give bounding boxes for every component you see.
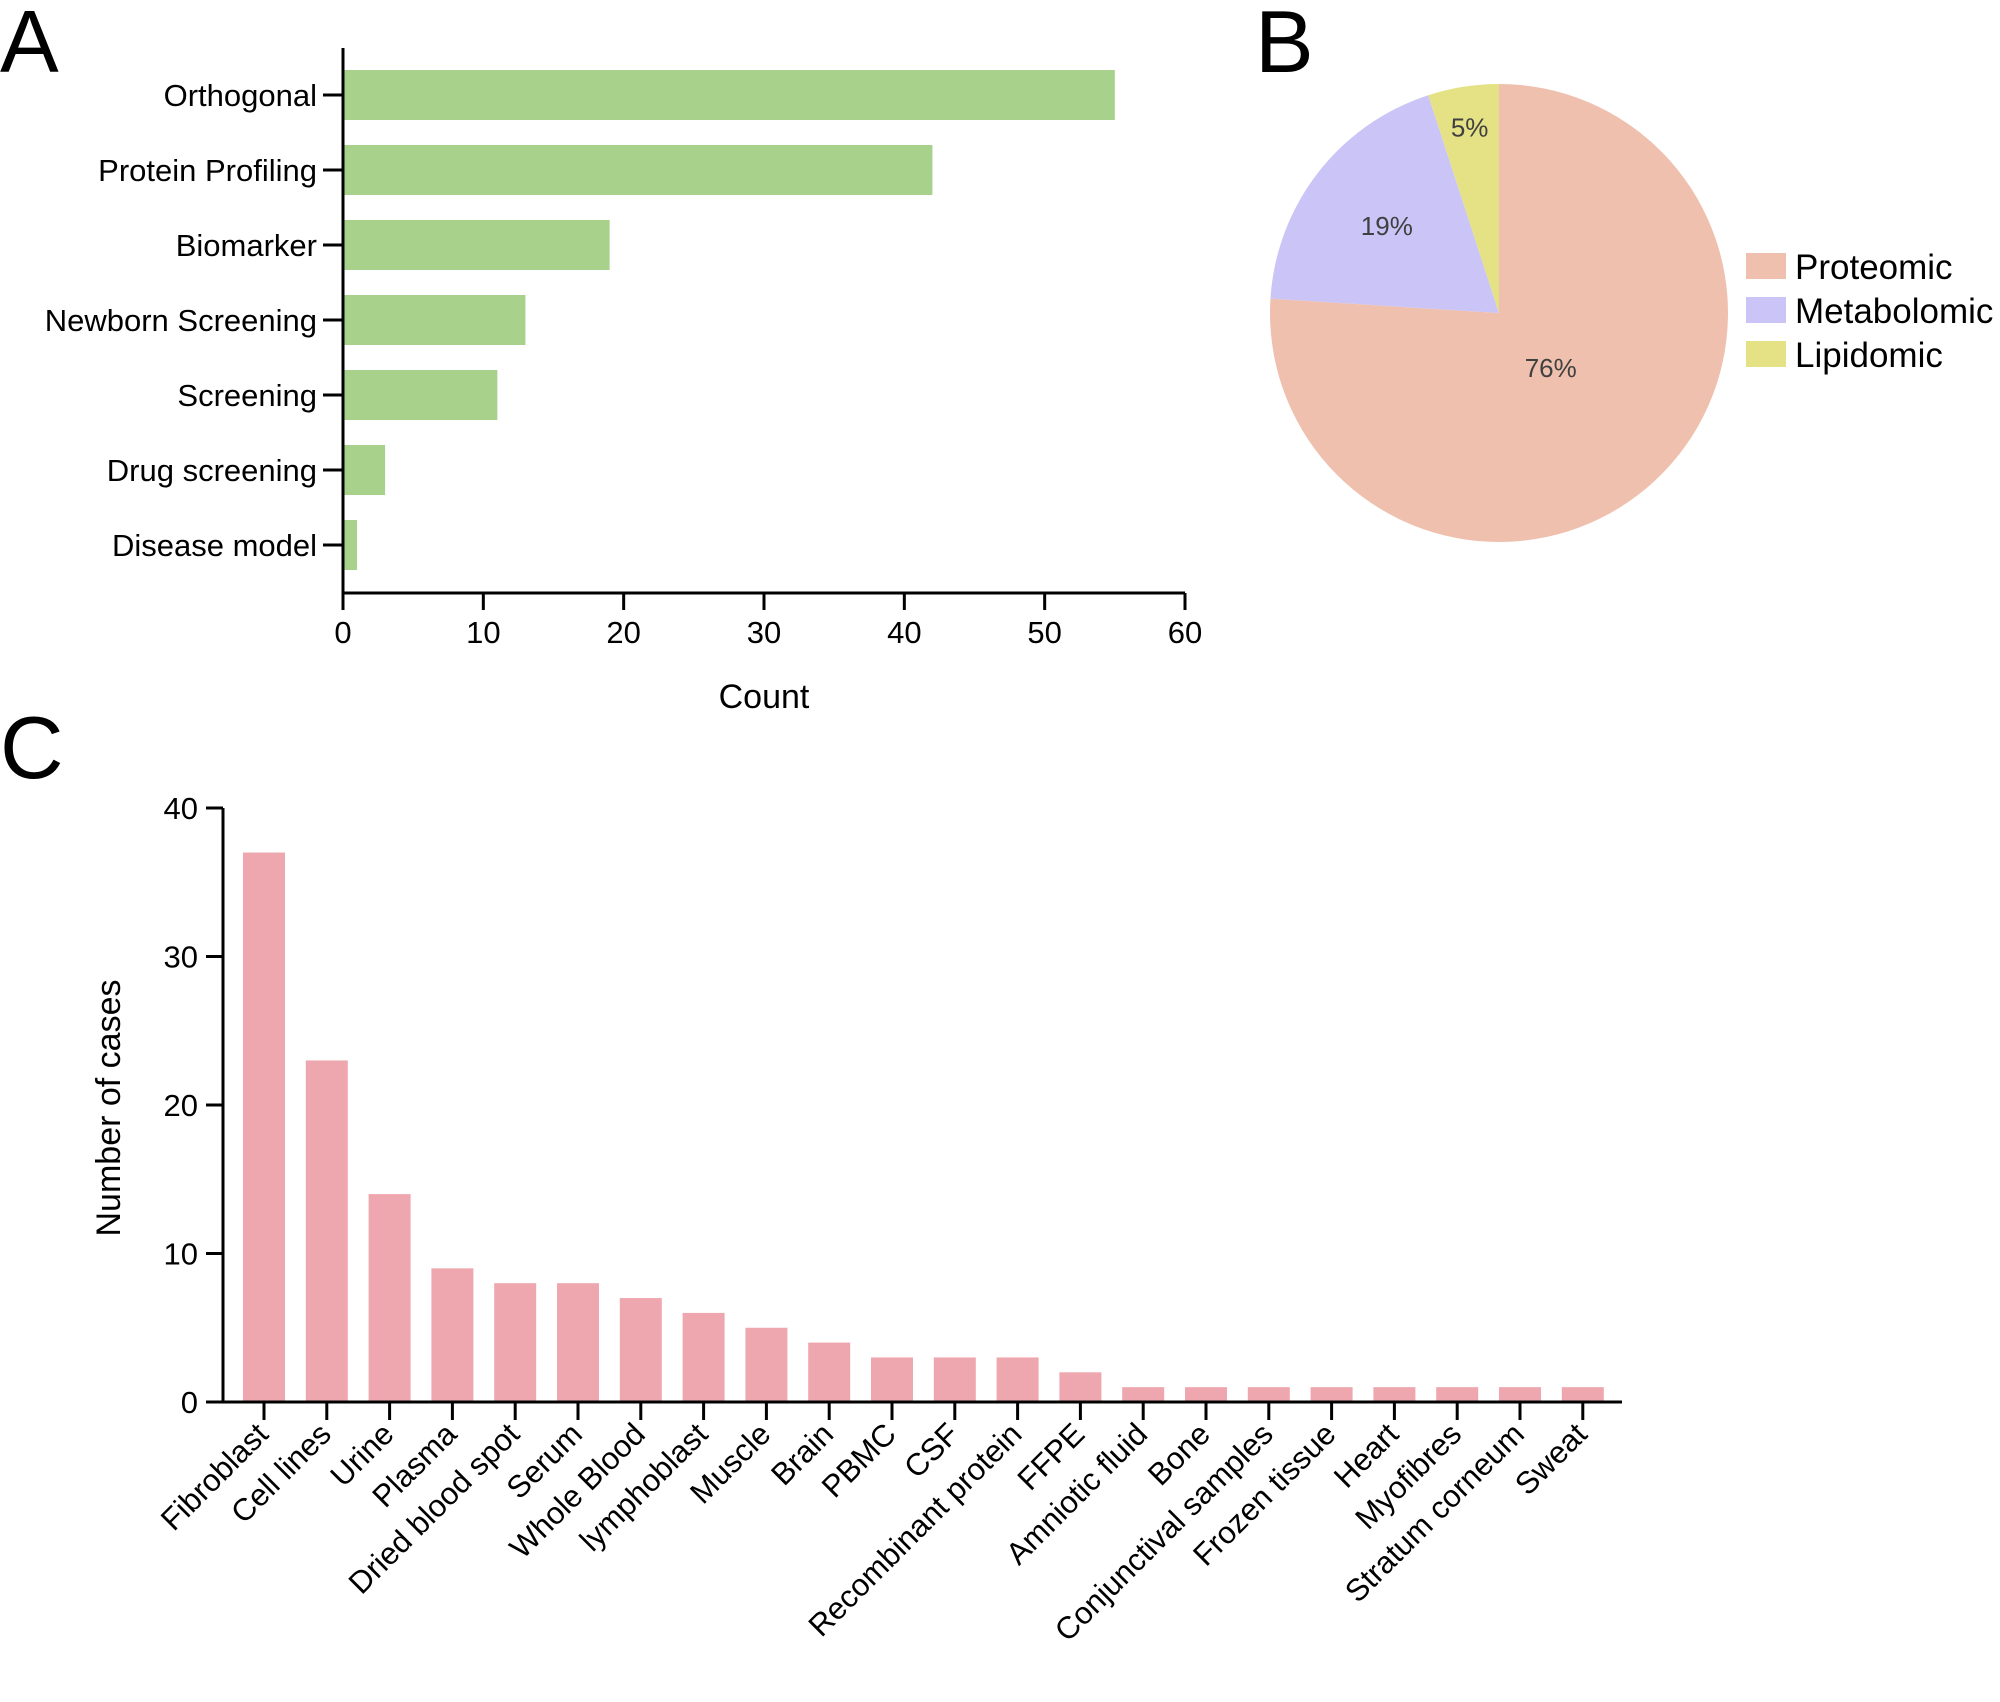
chart-c-y-axis-title: Number of cases bbox=[90, 980, 128, 1237]
x-tick-label: 30 bbox=[747, 615, 781, 650]
legend-swatch-lipidomic bbox=[1746, 341, 1786, 367]
y-tick-label: Orthogonal bbox=[164, 78, 317, 113]
x-tick-label: 0 bbox=[334, 615, 351, 650]
bar-brain bbox=[808, 1342, 851, 1402]
x-tick-label: 60 bbox=[1168, 615, 1202, 650]
bar-serum bbox=[557, 1283, 599, 1402]
slice-label-proteomic: 76% bbox=[1525, 353, 1577, 383]
panel-label-b: B bbox=[1255, 0, 1314, 91]
bar-fibroblast bbox=[243, 852, 285, 1402]
legend-swatch-metabolomic bbox=[1746, 297, 1786, 323]
bar-stratum-corneum bbox=[1499, 1387, 1541, 1402]
y-tick-label: Newborn Screening bbox=[45, 303, 317, 338]
y-tick-label: 20 bbox=[164, 1088, 198, 1123]
bar-muscle bbox=[745, 1327, 788, 1402]
slice-metabolomic bbox=[1270, 95, 1499, 313]
bar-recombinant-protein bbox=[996, 1357, 1039, 1402]
y-tick-label: 10 bbox=[164, 1237, 198, 1272]
bar-lymphoblast bbox=[682, 1312, 725, 1402]
chart-a-x-axis-title: Count bbox=[719, 678, 810, 716]
x-tick-label: 50 bbox=[1027, 615, 1061, 650]
bar-screening bbox=[343, 370, 498, 420]
bar-pbmc bbox=[871, 1357, 913, 1402]
y-tick-label: Biomarker bbox=[176, 228, 317, 263]
bar-dried-blood-spot bbox=[494, 1283, 537, 1402]
x-tick-label: 20 bbox=[606, 615, 640, 650]
chart-a-value-ticks: 0 10 20 30 40 50 60 bbox=[334, 593, 1202, 650]
bar-protein-profiling bbox=[343, 145, 933, 195]
bar-orthogonal bbox=[343, 70, 1115, 120]
y-tick-label: Screening bbox=[177, 378, 317, 413]
legend-label-proteomic: Proteomic bbox=[1795, 248, 1953, 287]
bar-whole-blood bbox=[619, 1298, 662, 1402]
chart-b-slices bbox=[1270, 84, 1728, 542]
legend-swatch-proteomic bbox=[1746, 253, 1786, 279]
chart-b-slice-labels: 76% 19% 5% bbox=[1361, 113, 1577, 384]
panel-label-c: C bbox=[0, 698, 64, 797]
chart-c-bars bbox=[243, 852, 1604, 1402]
x-tick-label: 40 bbox=[887, 615, 921, 650]
bar-sweat bbox=[1561, 1387, 1604, 1402]
chart-c-value-ticks: 0 10 20 30 40 bbox=[164, 791, 223, 1420]
slice-label-metabolomic: 19% bbox=[1361, 211, 1413, 241]
y-tick-label: 30 bbox=[164, 940, 198, 975]
panel-label-a: A bbox=[0, 0, 59, 91]
y-tick-label: Drug screening bbox=[107, 453, 317, 488]
slice-lipidomic bbox=[1428, 84, 1499, 313]
bar-plasma bbox=[431, 1268, 474, 1402]
legend-label-lipidomic: Lipidomic bbox=[1795, 336, 1943, 375]
legend-label-metabolomic: Metabolomic bbox=[1795, 292, 1993, 331]
x-tick-label: 10 bbox=[466, 615, 500, 650]
y-tick-label: Disease model bbox=[112, 528, 317, 563]
bar-myofibres bbox=[1436, 1387, 1479, 1402]
bar-urine bbox=[368, 1194, 411, 1402]
bar-frozen-tissue bbox=[1310, 1387, 1353, 1402]
chart-b-legend: Proteomic Metabolomic Lipidomic bbox=[1746, 248, 1993, 375]
bar-newborn-screening bbox=[343, 295, 526, 345]
x-tick-label: Sweat bbox=[1508, 1416, 1594, 1502]
y-tick-label: Protein Profiling bbox=[98, 153, 317, 188]
bar-heart bbox=[1373, 1387, 1416, 1402]
chart-a-bar-chart: Orthogonal Protein Profiling Biomarker Newb… bbox=[45, 48, 1202, 716]
bar-amniotic-fluid bbox=[1122, 1387, 1165, 1402]
bar-ffpe bbox=[1059, 1372, 1102, 1402]
bar-drug-screening bbox=[343, 445, 386, 495]
bar-csf bbox=[933, 1357, 976, 1402]
bar-conjunctival-samples bbox=[1247, 1387, 1290, 1402]
bar-biomarker bbox=[343, 220, 610, 270]
slice-label-lipidomic: 5% bbox=[1451, 113, 1489, 143]
y-tick-label: 40 bbox=[164, 791, 198, 826]
y-tick-label: 0 bbox=[181, 1385, 198, 1420]
bar-cell-lines bbox=[305, 1060, 348, 1402]
chart-b-pie-chart: 76% 19% 5% Proteomic Metabolomic Lipidomic bbox=[1270, 84, 1993, 542]
chart-a-bars bbox=[343, 70, 1115, 570]
chart-a-category-ticks: Orthogonal Protein Profiling Biomarker Newb… bbox=[45, 78, 343, 563]
bar-disease-model bbox=[343, 520, 358, 570]
bar-bone bbox=[1185, 1387, 1227, 1402]
